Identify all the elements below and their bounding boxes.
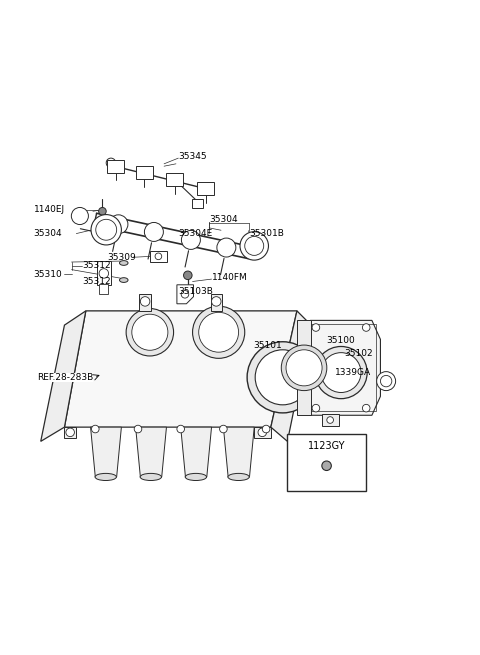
Text: 35100: 35100 xyxy=(326,336,355,345)
FancyBboxPatch shape xyxy=(192,199,204,208)
Circle shape xyxy=(181,231,200,250)
Circle shape xyxy=(362,404,370,412)
Polygon shape xyxy=(180,427,212,477)
Circle shape xyxy=(247,342,318,413)
Text: 1339GA: 1339GA xyxy=(335,368,371,377)
Text: 35304: 35304 xyxy=(34,229,62,238)
Circle shape xyxy=(92,425,99,433)
Circle shape xyxy=(362,324,370,331)
Bar xyxy=(150,251,167,262)
Polygon shape xyxy=(41,311,86,441)
Circle shape xyxy=(99,269,108,278)
FancyBboxPatch shape xyxy=(166,173,183,186)
Circle shape xyxy=(321,352,361,392)
Circle shape xyxy=(132,314,168,350)
Circle shape xyxy=(377,371,396,390)
Text: 35304E: 35304E xyxy=(179,229,213,238)
Circle shape xyxy=(219,425,227,433)
Ellipse shape xyxy=(120,261,128,265)
Polygon shape xyxy=(64,427,76,438)
Bar xyxy=(322,414,339,426)
Circle shape xyxy=(312,324,320,331)
Circle shape xyxy=(134,425,142,433)
Bar xyxy=(99,284,108,294)
Circle shape xyxy=(262,425,270,433)
Text: 35345: 35345 xyxy=(179,152,207,161)
FancyBboxPatch shape xyxy=(197,182,215,195)
Circle shape xyxy=(183,271,192,280)
Polygon shape xyxy=(177,285,193,304)
Text: 35102: 35102 xyxy=(344,349,373,358)
Circle shape xyxy=(177,425,184,433)
Polygon shape xyxy=(64,311,297,427)
Circle shape xyxy=(144,223,163,242)
Circle shape xyxy=(217,238,236,257)
Bar xyxy=(211,294,222,311)
FancyBboxPatch shape xyxy=(136,166,153,179)
Bar xyxy=(288,434,366,491)
Circle shape xyxy=(72,208,88,225)
Text: 1140EJ: 1140EJ xyxy=(34,205,65,214)
Circle shape xyxy=(140,297,150,306)
Circle shape xyxy=(199,312,239,352)
FancyBboxPatch shape xyxy=(107,160,124,173)
Circle shape xyxy=(281,345,327,390)
Circle shape xyxy=(381,375,392,387)
Circle shape xyxy=(109,215,128,234)
Text: 35309: 35309 xyxy=(107,253,136,262)
Text: 35310: 35310 xyxy=(34,270,62,279)
Text: 1123GY: 1123GY xyxy=(308,441,345,451)
Text: REF.28-283B: REF.28-283B xyxy=(37,373,93,382)
Circle shape xyxy=(245,236,264,255)
Circle shape xyxy=(91,215,121,245)
Circle shape xyxy=(106,158,116,168)
Polygon shape xyxy=(91,427,121,477)
Circle shape xyxy=(255,350,310,405)
Ellipse shape xyxy=(120,278,128,282)
Polygon shape xyxy=(310,320,381,415)
Circle shape xyxy=(96,219,117,240)
Text: 35312: 35312 xyxy=(83,278,111,286)
Text: 1140FM: 1140FM xyxy=(212,273,247,282)
Circle shape xyxy=(240,232,268,260)
Bar xyxy=(139,294,151,311)
Circle shape xyxy=(126,309,174,356)
Bar xyxy=(297,320,311,415)
Text: 35101: 35101 xyxy=(253,341,282,350)
Circle shape xyxy=(327,417,334,423)
Bar xyxy=(306,324,376,411)
Polygon shape xyxy=(254,427,271,438)
Circle shape xyxy=(192,306,245,358)
Text: 35301B: 35301B xyxy=(250,229,284,238)
Circle shape xyxy=(98,208,106,215)
Text: 35103B: 35103B xyxy=(179,288,213,297)
Circle shape xyxy=(286,350,322,386)
Text: 35304: 35304 xyxy=(209,215,238,224)
Circle shape xyxy=(322,461,331,470)
Polygon shape xyxy=(136,427,167,477)
Polygon shape xyxy=(223,427,254,477)
Ellipse shape xyxy=(95,474,117,481)
Polygon shape xyxy=(271,311,311,441)
Circle shape xyxy=(212,297,221,306)
Circle shape xyxy=(66,428,74,437)
Circle shape xyxy=(155,253,162,259)
Ellipse shape xyxy=(228,474,249,481)
Ellipse shape xyxy=(185,474,206,481)
Text: 35312: 35312 xyxy=(83,261,111,271)
Bar xyxy=(96,261,111,285)
Circle shape xyxy=(258,428,266,437)
Circle shape xyxy=(312,404,320,412)
Ellipse shape xyxy=(140,474,161,481)
Circle shape xyxy=(315,346,367,399)
Circle shape xyxy=(181,291,189,298)
